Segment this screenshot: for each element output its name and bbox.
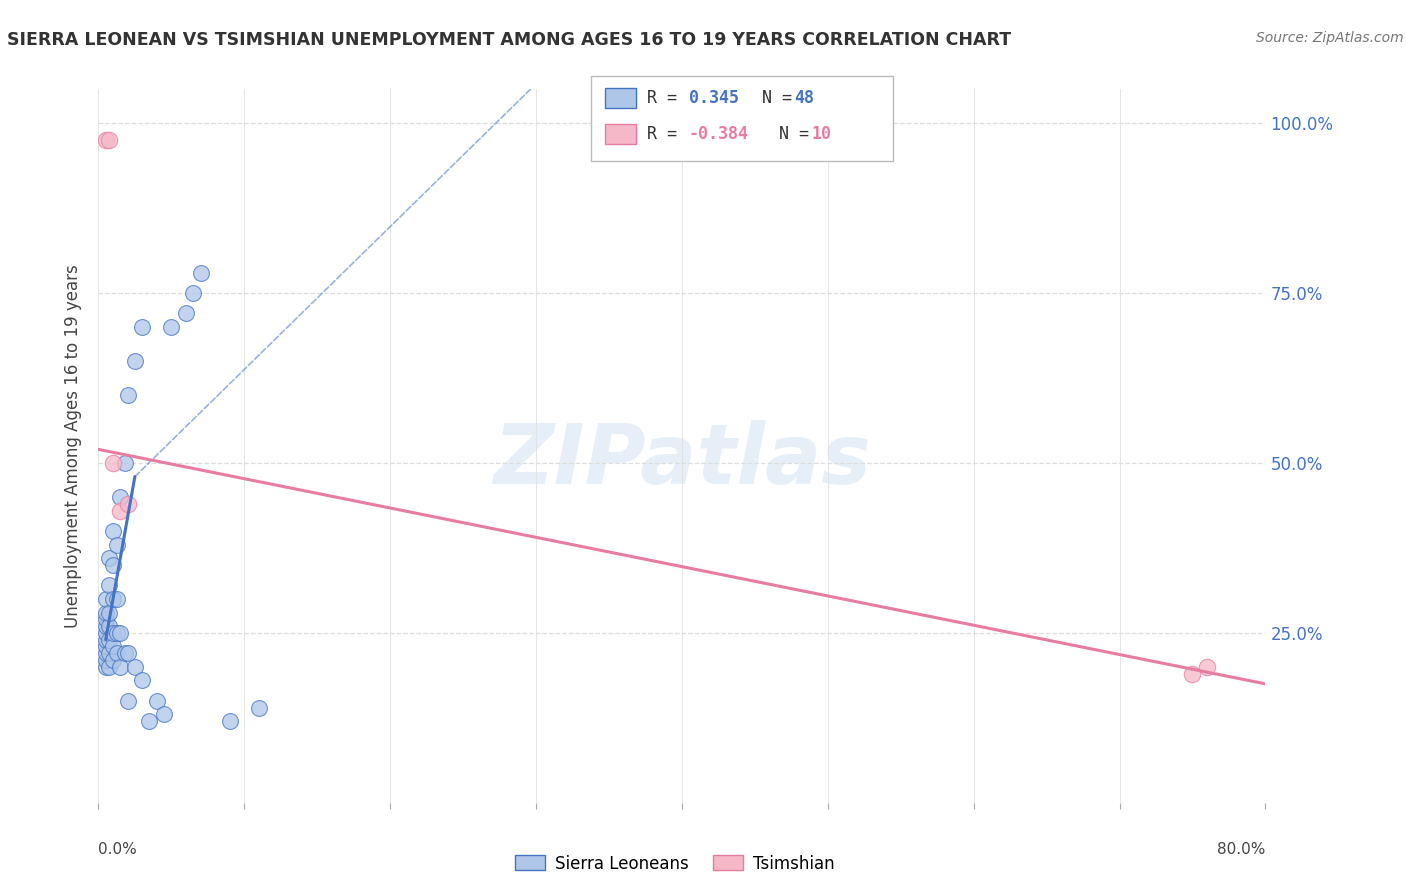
Point [97,606,120,620]
Point [1195,660,1218,674]
Text: R =: R = [647,89,686,107]
Point [110,626,132,640]
Point [94,612,117,626]
Point [174,306,197,320]
Text: 10: 10 [811,125,831,143]
Text: SIERRA LEONEAN VS TSIMSHIAN UNEMPLOYMENT AMONG AGES 16 TO 19 YEARS CORRELATION C: SIERRA LEONEAN VS TSIMSHIAN UNEMPLOYMENT… [7,31,1011,49]
Point [117,388,139,402]
Point [94,133,117,147]
Point [94,626,117,640]
Point [160,320,183,334]
Text: 80.0%: 80.0% [1218,842,1265,857]
Point [1181,666,1204,681]
Point [110,490,132,504]
Point [117,646,139,660]
Point [97,578,120,592]
Text: ZIPatlas: ZIPatlas [494,420,870,500]
Point [94,653,117,667]
Point [124,660,146,674]
Point [97,133,120,147]
Point [114,646,136,660]
Text: -0.384: -0.384 [689,125,749,143]
Point [94,591,117,606]
Point [101,524,124,538]
Point [94,640,117,654]
Legend: Sierra Leoneans, Tsimshian: Sierra Leoneans, Tsimshian [508,848,842,880]
Y-axis label: Unemployment Among Ages 16 to 19 years: Unemployment Among Ages 16 to 19 years [65,264,83,628]
Point [110,503,132,517]
Point [97,632,120,647]
Point [94,606,117,620]
Point [101,456,124,470]
Point [101,653,124,667]
Point [97,646,120,660]
Text: N =: N = [759,125,820,143]
Point [146,694,169,708]
Point [105,626,128,640]
Point [131,320,153,334]
Point [101,591,124,606]
Point [114,456,136,470]
Text: 0.345: 0.345 [689,89,740,107]
Point [97,619,120,633]
Text: 48: 48 [794,89,814,107]
Point [94,632,117,647]
Point [131,673,153,688]
Point [218,714,240,729]
Point [190,266,212,280]
Point [124,354,146,368]
Text: 0.0%: 0.0% [98,842,138,857]
Text: N =: N = [742,89,803,107]
Point [101,640,124,654]
Point [110,660,132,674]
Point [101,626,124,640]
Point [101,558,124,572]
Point [105,537,128,551]
Point [94,619,117,633]
Point [105,646,128,660]
Text: R =: R = [647,125,686,143]
Point [117,497,139,511]
Point [181,286,204,301]
Point [94,646,117,660]
Text: Source: ZipAtlas.com: Source: ZipAtlas.com [1256,31,1403,45]
Point [105,591,128,606]
Point [94,660,117,674]
Point [117,694,139,708]
Point [97,660,120,674]
Point [138,714,160,729]
Point [247,700,270,714]
Point [97,551,120,566]
Point [153,707,176,722]
